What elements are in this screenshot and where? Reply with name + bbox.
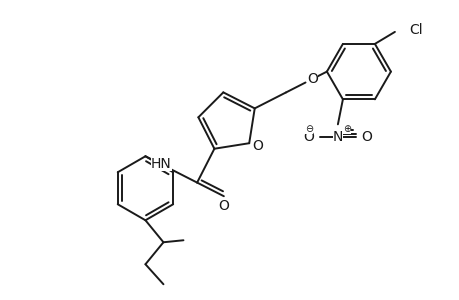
Text: O: O [303, 130, 313, 144]
Text: O: O [361, 130, 371, 144]
Text: O: O [307, 72, 317, 86]
Text: HN: HN [151, 158, 172, 171]
Text: ⊕: ⊕ [342, 124, 350, 134]
Text: Cl: Cl [408, 23, 422, 37]
Text: N: N [332, 130, 342, 144]
Text: O: O [218, 199, 229, 213]
Text: O: O [251, 139, 262, 153]
Text: ⊖: ⊖ [304, 124, 312, 134]
